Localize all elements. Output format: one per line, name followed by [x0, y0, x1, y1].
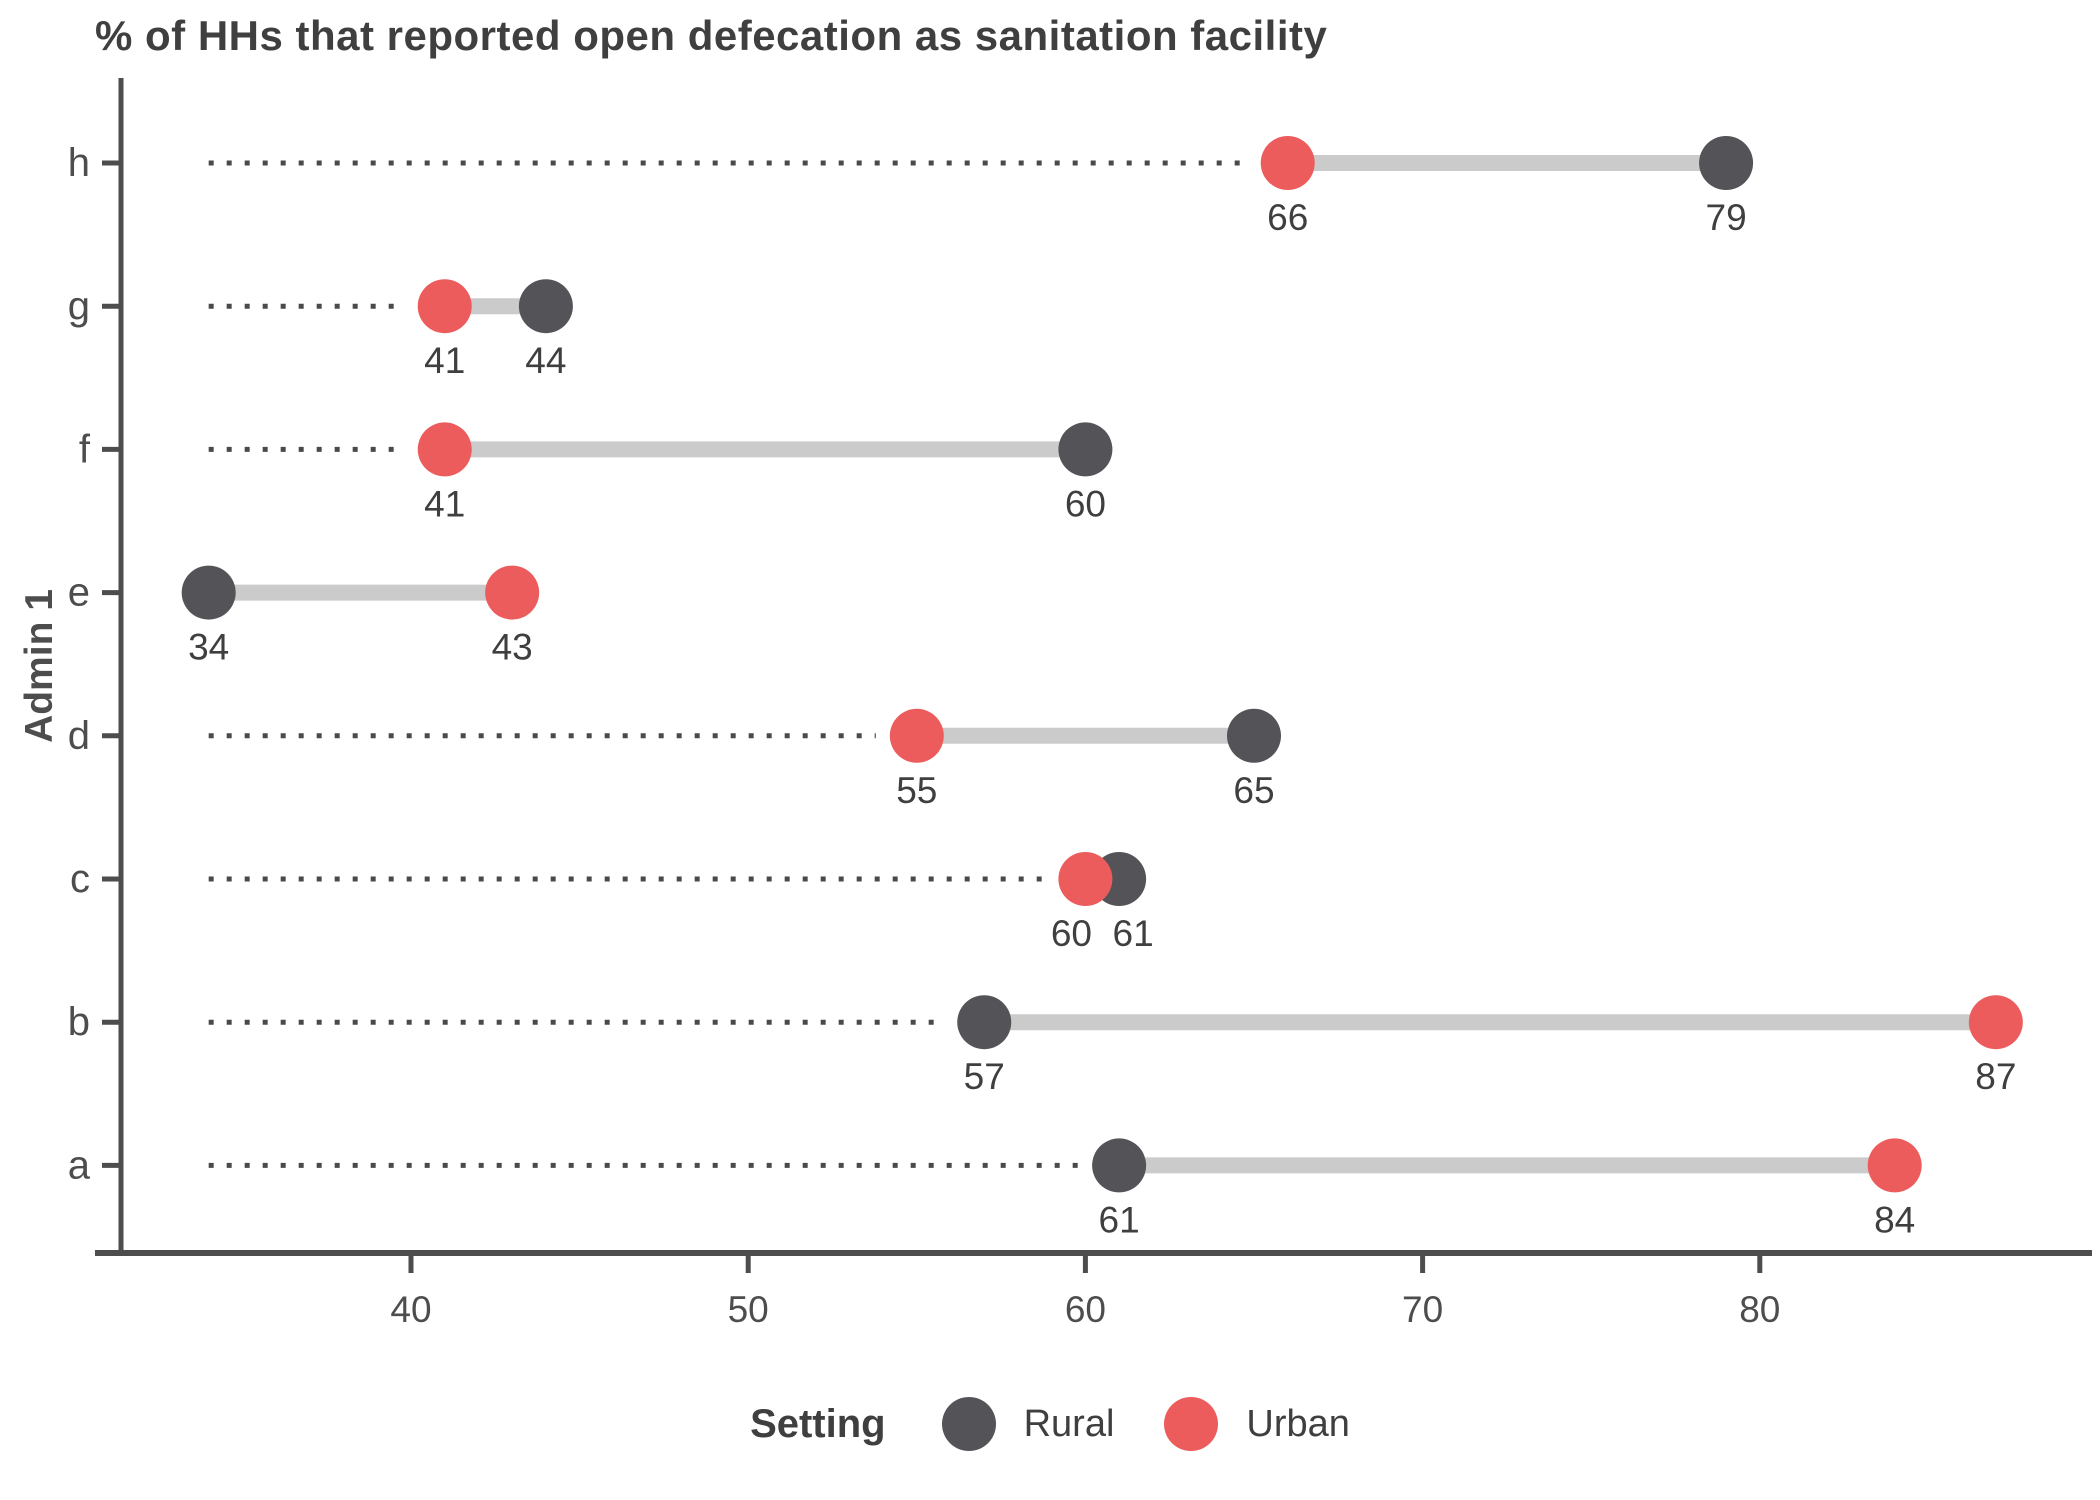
legend-swatch-urban: [1164, 1397, 1219, 1451]
legend-swatch-rural: [941, 1397, 996, 1451]
urban-dot: [889, 708, 944, 763]
urban-dot: [1058, 852, 1113, 906]
legend-title: Setting: [750, 1401, 886, 1446]
x-tick-label: 40: [390, 1289, 431, 1330]
rural-value-label: 65: [1233, 770, 1274, 811]
y-category-label: d: [68, 714, 90, 758]
legend-item-urban: Urban: [1164, 1397, 1350, 1451]
urban-value-label: 84: [1874, 1199, 1915, 1240]
urban-dot: [485, 565, 540, 620]
rural-dot: [1058, 422, 1113, 477]
y-category-label: b: [68, 1000, 90, 1044]
legend-label: Rural: [1023, 1402, 1115, 1445]
y-category-label: e: [68, 571, 90, 615]
chart-title: % of HHs that reported open defecation a…: [95, 12, 1328, 59]
rural-dot: [181, 565, 236, 620]
urban-value-label: 60: [1051, 913, 1092, 954]
urban-value-label: 66: [1267, 197, 1308, 238]
rural-dot: [957, 995, 1012, 1050]
rural-dot: [1092, 1138, 1147, 1193]
urban-dot: [1260, 136, 1315, 190]
rural-value-label: 57: [964, 1056, 1005, 1097]
y-category-label: c: [70, 857, 90, 901]
rural-value-label: 61: [1099, 1199, 1140, 1240]
y-category-label: g: [68, 284, 90, 328]
x-tick-label: 70: [1402, 1289, 1443, 1330]
rural-dot: [1227, 708, 1281, 763]
legend-label: Urban: [1246, 1402, 1350, 1445]
x-tick-label: 60: [1065, 1289, 1106, 1330]
y-category-label: a: [68, 1143, 91, 1187]
y-category-label: h: [68, 141, 90, 185]
urban-dot: [417, 279, 472, 334]
rural-value-label: 44: [525, 340, 566, 381]
urban-value-label: 41: [424, 483, 465, 524]
rural-value-label: 61: [1113, 913, 1154, 954]
rural-value-label: 34: [188, 627, 229, 668]
urban-dot: [1867, 1138, 1922, 1193]
legend-item-rural: Rural: [941, 1397, 1115, 1451]
rural-value-label: 60: [1065, 483, 1106, 524]
rural-dot: [518, 279, 573, 334]
y-category-label: f: [79, 427, 91, 471]
urban-dot: [1968, 995, 2023, 1050]
rural-dot: [1699, 136, 1754, 190]
urban-value-label: 41: [424, 340, 465, 381]
legend: Setting Rural Urban: [0, 1388, 2100, 1460]
x-tick-label: 80: [1739, 1289, 1780, 1330]
rural-value-label: 79: [1706, 197, 1747, 238]
urban-value-label: 43: [492, 627, 533, 668]
x-tick-label: 50: [728, 1289, 769, 1330]
urban-value-label: 55: [896, 770, 937, 811]
urban-value-label: 87: [1975, 1056, 2016, 1097]
urban-dot: [417, 422, 472, 477]
